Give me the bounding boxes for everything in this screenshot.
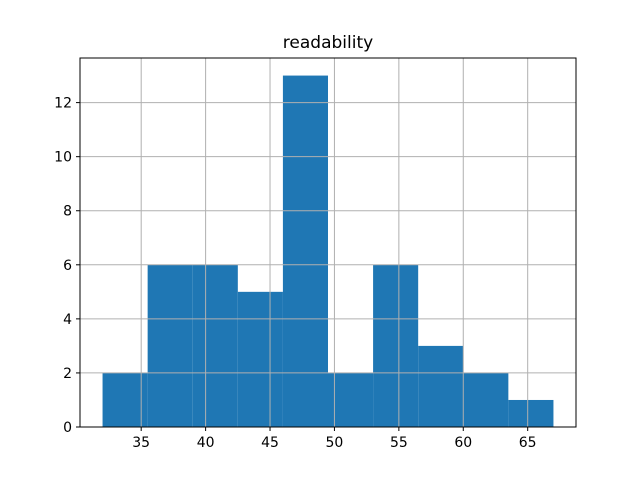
histogram-bar xyxy=(147,264,193,427)
y-tick-label: 0 xyxy=(63,420,72,436)
y-tick-label: 2 xyxy=(63,366,72,382)
histogram-bar xyxy=(463,372,509,427)
x-tick-label: 60 xyxy=(454,435,472,451)
histogram-bar xyxy=(418,345,464,427)
histogram-bar xyxy=(328,372,374,427)
y-tick-label: 10 xyxy=(54,150,72,166)
histogram-bar xyxy=(237,291,283,427)
axes-frame xyxy=(79,57,577,428)
histogram-bar xyxy=(508,399,554,427)
y-tick-label: 4 xyxy=(63,312,72,328)
histogram-bar xyxy=(282,75,328,427)
y-tick-label: 8 xyxy=(63,204,72,220)
x-tick-label: 40 xyxy=(197,435,215,451)
histogram-bar xyxy=(102,372,148,427)
y-tick-label: 12 xyxy=(54,96,72,112)
histogram-bar xyxy=(192,264,238,427)
chart-title: readability xyxy=(282,33,374,53)
histogram-bar xyxy=(373,264,419,427)
x-tick-label: 50 xyxy=(326,435,344,451)
x-tick-label: 45 xyxy=(261,435,279,451)
x-tick-label: 55 xyxy=(390,435,408,451)
y-tick-label: 6 xyxy=(63,258,72,274)
x-tick-label: 35 xyxy=(132,435,150,451)
x-tick-label: 65 xyxy=(519,435,537,451)
